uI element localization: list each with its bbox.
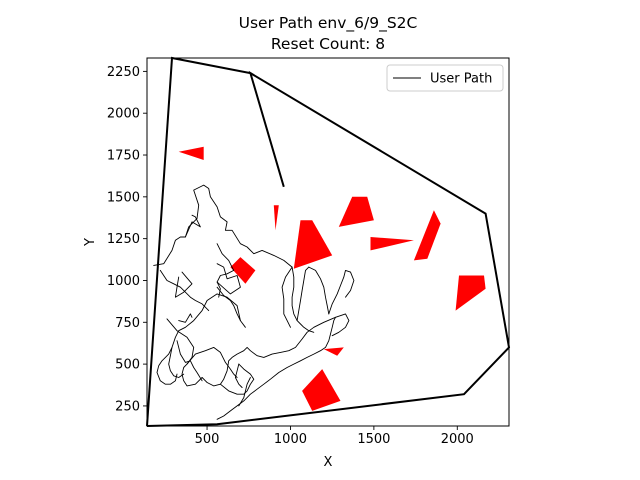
- user-path-segment-18: [291, 266, 315, 333]
- obstacle-6: [370, 237, 414, 251]
- user-path-segment-9: [166, 318, 203, 387]
- y-tick-label-1500: 1500: [107, 190, 140, 205]
- y-axis-label: Y: [83, 238, 98, 247]
- obstacle-7: [413, 210, 441, 261]
- user-path-segment-5: [216, 243, 235, 298]
- user-path-segment-6: [216, 263, 241, 295]
- user-path-segment-4: [184, 214, 201, 238]
- user-path-segment-22: [281, 266, 293, 328]
- legend-label: User Path: [430, 72, 492, 87]
- boundary-layer: [146, 56, 511, 427]
- x-tick-label-2000: 2000: [441, 432, 474, 447]
- user-path-segment-1: [153, 184, 293, 268]
- obstacle-4: [293, 220, 333, 269]
- obstacle-5: [338, 196, 374, 227]
- obstacle-9: [302, 369, 341, 411]
- user-path-segment-11: [176, 340, 203, 382]
- obstacle-10: [323, 347, 344, 356]
- plot-frame: [146, 57, 510, 427]
- y-tick-label-2250: 2250: [107, 65, 140, 80]
- user-path-segment-20: [308, 266, 330, 315]
- obstacle-1: [178, 146, 204, 160]
- y-axis-ticks: 250 500 750 1000 1250 1500 1750 2000 2250: [107, 65, 147, 414]
- x-axis-ticks: 500 1000 1500 2000: [195, 426, 474, 447]
- legend: User Path: [386, 64, 504, 92]
- x-tick-label-1500: 1500: [357, 432, 390, 447]
- user-path-segment-16: [234, 363, 243, 388]
- x-tick-label-1000: 1000: [274, 432, 307, 447]
- chart-subtitle: Reset Count: 8: [271, 35, 385, 53]
- user-path-segment-2: [159, 269, 210, 312]
- user-path-segment-19: [296, 266, 310, 322]
- y-tick-label-500: 500: [115, 358, 140, 373]
- obstacle-8: [455, 275, 486, 311]
- y-tick-label-1750: 1750: [107, 149, 140, 164]
- y-tick-label-1000: 1000: [107, 274, 140, 289]
- user-path-segment-8: [168, 293, 241, 378]
- obstacles-layer: [178, 146, 486, 411]
- environment-boundary: [146, 56, 511, 427]
- user-path-segment-14: [201, 313, 350, 387]
- user-path-segment-15: [219, 363, 255, 395]
- x-axis-label: X: [324, 455, 333, 470]
- y-tick-label-1250: 1250: [107, 232, 140, 247]
- y-tick-label-250: 250: [115, 399, 140, 414]
- user-path-segment-10: [178, 313, 193, 323]
- chart-title: User Path env_6/9_S2C: [239, 14, 418, 33]
- obstacle-2: [230, 257, 256, 284]
- user-path-segment-12: [156, 346, 178, 385]
- legend-box: [386, 64, 504, 92]
- x-tick-label-500: 500: [195, 432, 220, 447]
- user-path-layer: [153, 184, 355, 420]
- user-path-segment-3: [174, 271, 193, 298]
- obstacle-3: [273, 205, 279, 231]
- user-path-segment-23: [238, 377, 251, 407]
- y-tick-label-2000: 2000: [107, 107, 140, 122]
- user-path-segment-13: [186, 346, 238, 378]
- y-tick-label-750: 750: [115, 316, 140, 331]
- user-path-segment-21: [328, 269, 355, 315]
